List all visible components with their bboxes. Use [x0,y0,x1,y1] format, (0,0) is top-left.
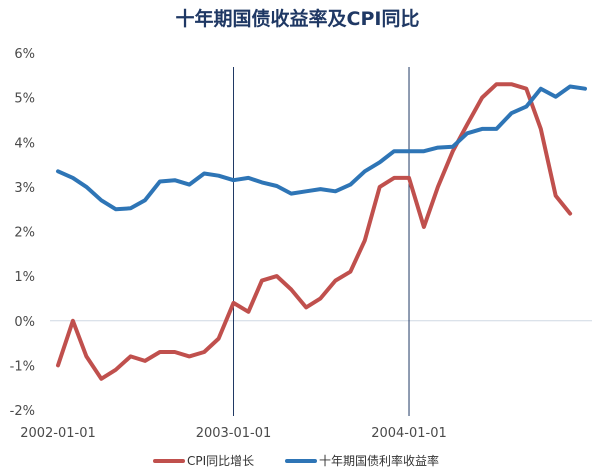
x-tick-label: 2004-01-01 [371,426,447,441]
y-tick-label: 6% [14,47,35,62]
y-tick-label: 3% [14,181,35,196]
y-tick-label: 5% [14,92,35,107]
y-tick-label: 1% [14,270,35,285]
legend-label-2: 十年期国债利率收益率 [319,453,439,468]
y-tick-label: -2% [10,404,35,419]
x-tick-label: 2003-01-01 [196,426,272,441]
x-tick-label: 2002-01-01 [20,426,96,441]
legend-label-1: CPI同比增长 [187,454,254,468]
y-tick-label: 2% [14,226,35,241]
y-tick-label: 4% [14,136,35,151]
y-tick-label: -1% [10,359,35,374]
y-tick-label: 0% [14,315,35,330]
chart-title: 十年期国债收益率及CPI同比 [175,8,420,30]
series-line-2 [56,84,587,212]
series-line-1 [56,82,573,381]
